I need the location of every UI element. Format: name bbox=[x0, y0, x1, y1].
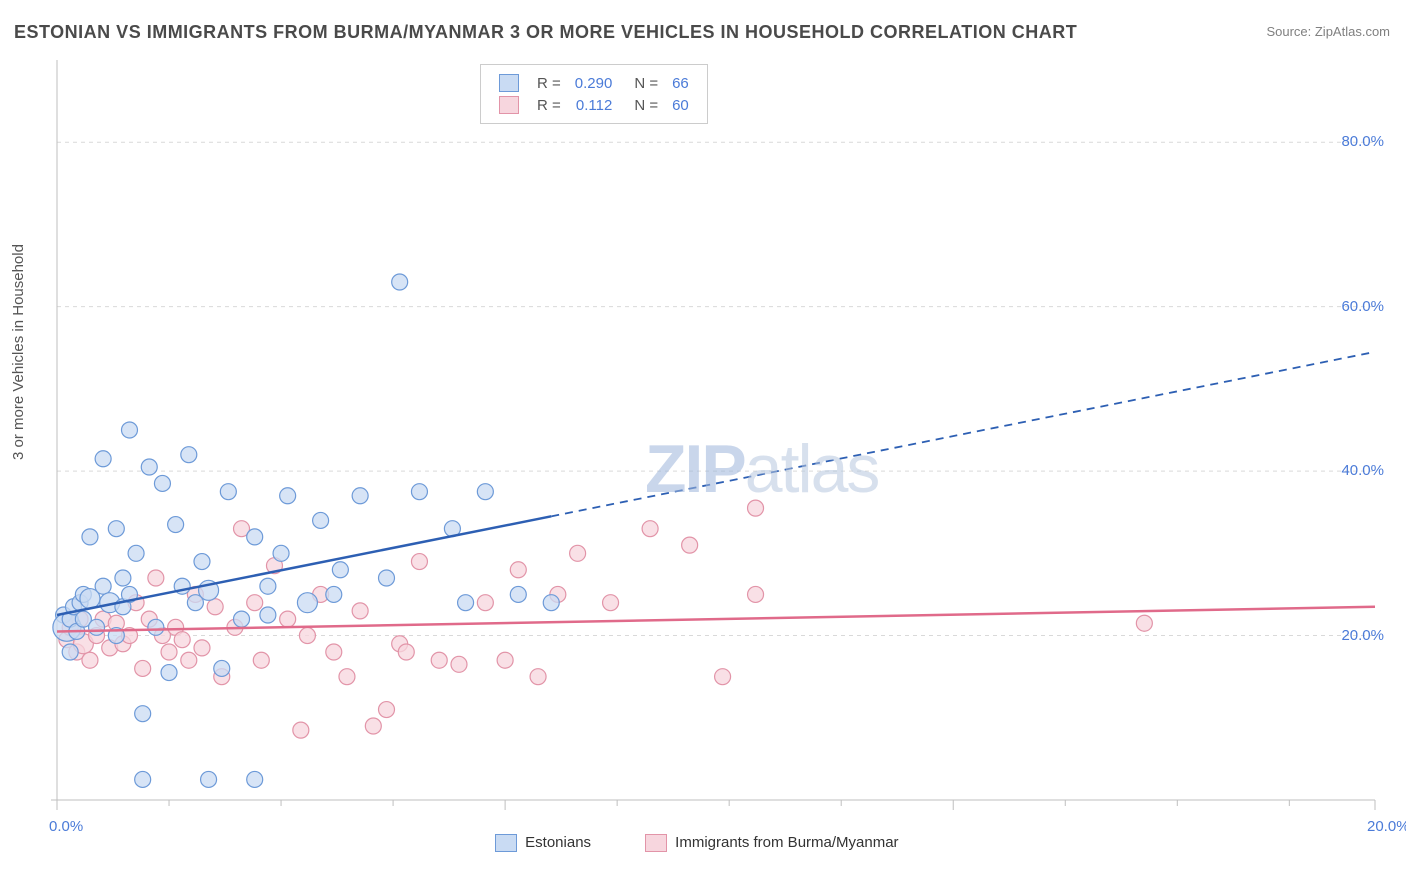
swatch-bottom-a bbox=[495, 834, 517, 852]
legend-stats-box: R = 0.290 N = 66 R = 0.112 N = 60 bbox=[480, 64, 708, 124]
source-label: Source: ZipAtlas.com bbox=[1266, 24, 1390, 39]
ytick-label: 40.0% bbox=[1341, 462, 1384, 479]
ytick-label: 60.0% bbox=[1341, 298, 1384, 315]
n-label-b: N = bbox=[620, 95, 664, 115]
legend-stats-row-b: R = 0.112 N = 60 bbox=[493, 95, 695, 115]
chart-title: ESTONIAN VS IMMIGRANTS FROM BURMA/MYANMA… bbox=[14, 22, 1077, 43]
legend-label-a: Estonians bbox=[525, 834, 591, 851]
swatch-bottom-b bbox=[645, 834, 667, 852]
xtick-label: 20.0% bbox=[1367, 818, 1406, 835]
legend-stats-row-a: R = 0.290 N = 66 bbox=[493, 73, 695, 93]
r-value-a: 0.290 bbox=[569, 73, 619, 93]
plot-area: ZIPatlas R = 0.290 N = 66 R = 0.112 N = … bbox=[45, 60, 1390, 830]
xtick-label: 0.0% bbox=[49, 818, 83, 835]
y-axis-label: 3 or more Vehicles in Household bbox=[10, 244, 27, 460]
r-value-b: 0.112 bbox=[569, 95, 619, 115]
n-label-a: N = bbox=[620, 73, 664, 93]
swatch-b bbox=[499, 96, 519, 114]
legend-bottom-b: Immigrants from Burma/Myanmar bbox=[645, 834, 899, 852]
r-label-a: R = bbox=[531, 73, 567, 93]
n-value-b: 60 bbox=[666, 95, 695, 115]
r-label-b: R = bbox=[531, 95, 567, 115]
ytick-label: 80.0% bbox=[1341, 133, 1384, 150]
legend-bottom-a: Estonians bbox=[495, 834, 591, 852]
legend-stats-table: R = 0.290 N = 66 R = 0.112 N = 60 bbox=[491, 71, 697, 117]
legend-label-b: Immigrants from Burma/Myanmar bbox=[675, 834, 898, 851]
ytick-label: 20.0% bbox=[1341, 627, 1384, 644]
n-value-a: 66 bbox=[666, 73, 695, 93]
swatch-a bbox=[499, 74, 519, 92]
chart-svg bbox=[45, 60, 1390, 830]
